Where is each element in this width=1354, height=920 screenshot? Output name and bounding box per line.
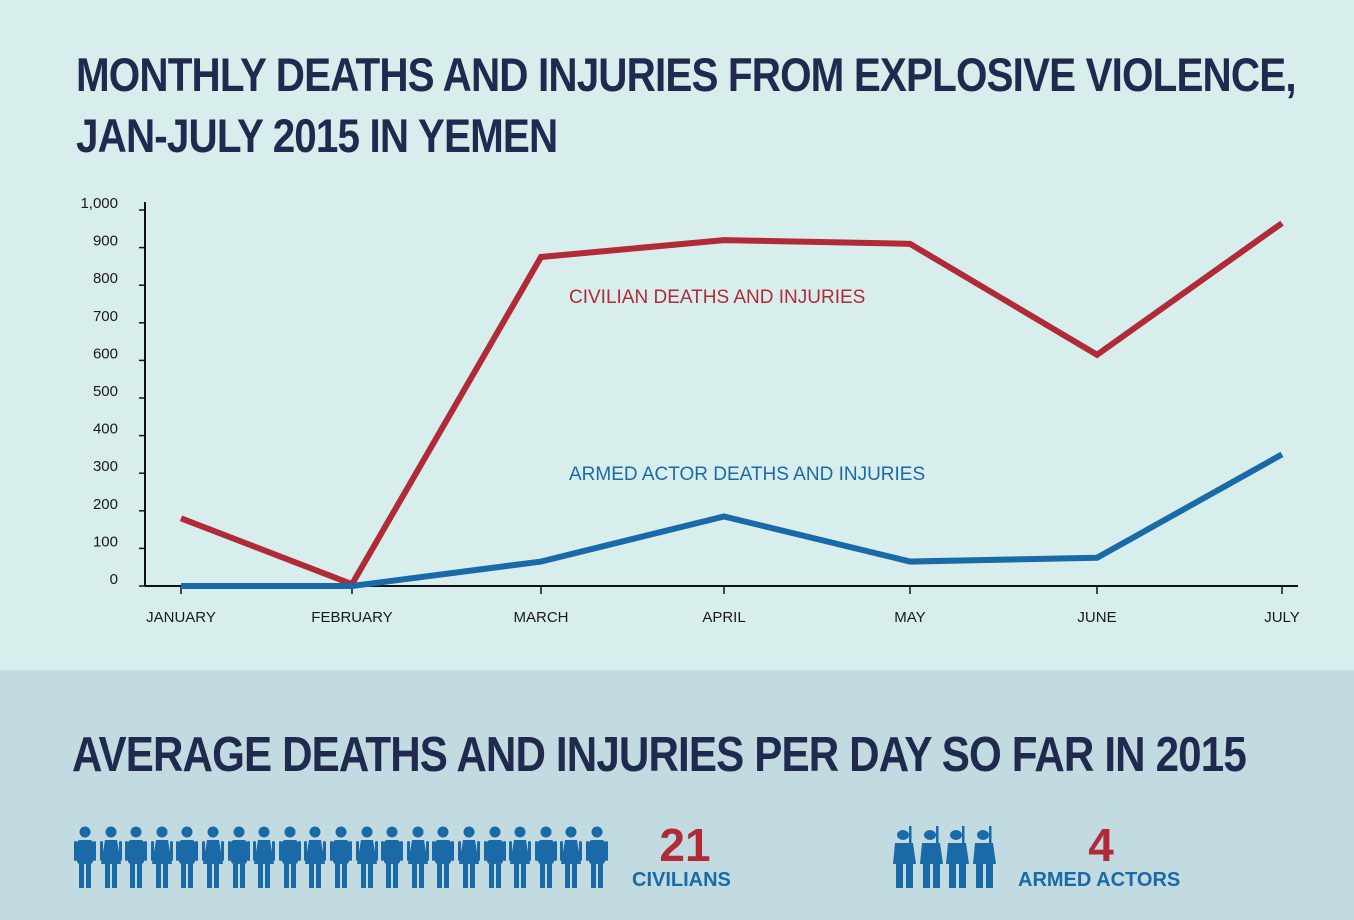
person-icon: [253, 826, 276, 888]
person-icon: [585, 826, 608, 888]
chart-title: MONTHLY DEATHS AND INJURIES FROM EXPLOSI…: [76, 44, 1297, 166]
series-label-armed-actor: ARMED ACTOR DEATHS AND INJURIES: [569, 464, 925, 485]
person-icon: [125, 826, 148, 888]
person-icon: [99, 826, 122, 888]
x-tick-label: JANUARY: [146, 609, 216, 626]
y-tick-label: 300: [93, 458, 118, 475]
x-tick-label: MAY: [894, 609, 925, 626]
series-label-civilian: CIVILIAN DEATHS AND INJURIES: [569, 287, 865, 308]
summary-title: AVERAGE DEATHS AND INJURIES PER DAY SO F…: [72, 728, 1247, 782]
y-tick-label: 900: [93, 233, 118, 250]
x-tick-label: APRIL: [702, 609, 745, 626]
y-tick-label: 500: [93, 383, 118, 400]
person-icon: [406, 826, 429, 888]
civilian-icons: [74, 826, 608, 888]
person-icon: [227, 826, 250, 888]
soldier-icon: [919, 826, 943, 888]
y-tick-label: 0: [110, 571, 118, 588]
person-icon: [74, 826, 96, 888]
x-tick-label: FEBRUARY: [311, 609, 392, 626]
y-tick-label: 600: [93, 345, 118, 362]
civilian-label: CIVILIANS: [632, 869, 731, 891]
y-tick-label: 1,000: [80, 195, 118, 212]
summary-panel: [0, 670, 1354, 920]
person-icon: [381, 826, 404, 888]
person-icon: [560, 826, 583, 888]
x-tick-label: JUNE: [1077, 609, 1116, 626]
x-tick-label: JULY: [1264, 609, 1300, 626]
y-tick-label: 400: [93, 421, 118, 438]
person-icon: [483, 826, 506, 888]
y-tick-label: 200: [93, 496, 118, 513]
armed-actor-icons: [892, 826, 998, 888]
person-icon: [201, 826, 224, 888]
y-tick-label: 100: [93, 533, 118, 550]
person-icon: [457, 826, 480, 888]
chart-title-line2: JAN-JULY 2015 IN YEMEN: [76, 109, 558, 162]
person-icon: [432, 826, 455, 888]
person-icon: [176, 826, 199, 888]
armed-actor-label: ARMED ACTORS: [1018, 869, 1181, 891]
soldier-icon: [946, 826, 969, 888]
chart-title-line1: MONTHLY DEATHS AND INJURIES FROM EXPLOSI…: [76, 48, 1297, 101]
armed-actor-count: 4: [1088, 819, 1114, 871]
y-tick-label: 700: [93, 308, 118, 325]
person-icon: [150, 826, 173, 888]
series-line-civilian: [179, 220, 1284, 588]
person-icon: [534, 826, 557, 888]
person-icon: [355, 826, 378, 888]
person-icon: [304, 826, 327, 888]
person-icon: [329, 826, 352, 888]
soldier-icon: [972, 826, 996, 888]
y-tick-label: 800: [93, 270, 118, 287]
line-chart: 0 100 200 300 400 500 600 700 800 900 1,000 JANUARY…: [80, 195, 1300, 626]
soldier-icon: [893, 826, 916, 888]
civilian-count: 21: [659, 819, 711, 871]
x-tick-label: MARCH: [514, 609, 569, 626]
person-icon: [509, 826, 532, 888]
person-icon: [278, 826, 301, 888]
